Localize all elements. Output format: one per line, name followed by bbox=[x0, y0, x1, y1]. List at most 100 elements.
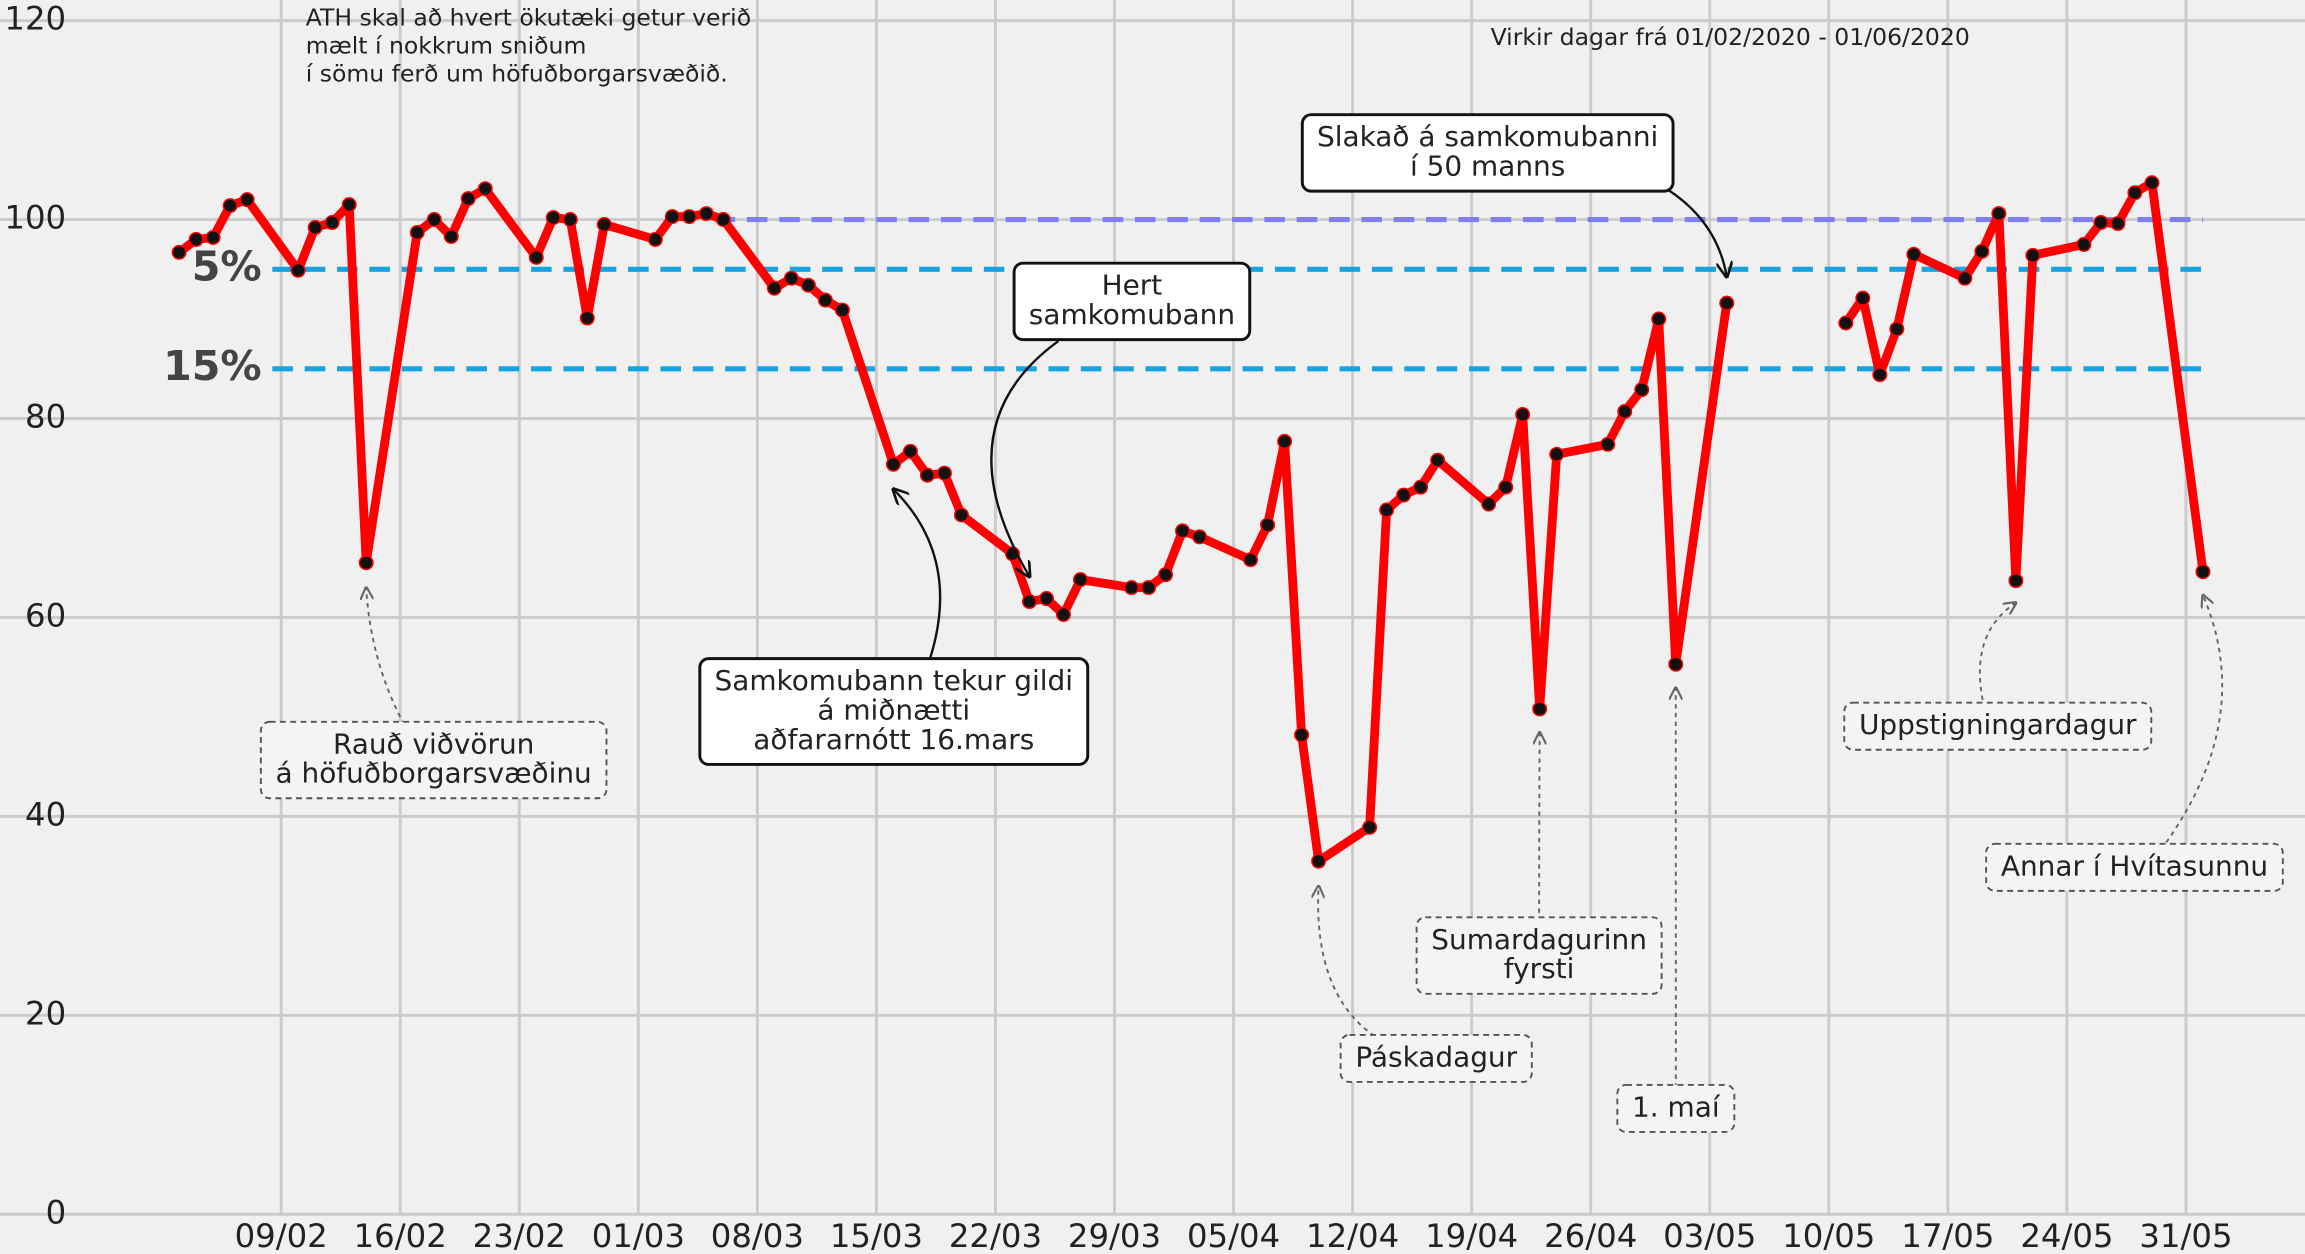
data-point bbox=[1294, 727, 1310, 743]
note: mælt í nokkrum sniðum bbox=[306, 32, 587, 60]
data-point bbox=[2195, 564, 2211, 580]
data-point bbox=[239, 192, 255, 208]
data-point bbox=[443, 228, 459, 244]
data-point bbox=[766, 280, 782, 296]
data-point bbox=[1600, 436, 1616, 452]
y-tick-label: 120 bbox=[4, 0, 66, 38]
reference-label: 5% bbox=[192, 242, 262, 290]
data-point bbox=[800, 277, 816, 293]
annotation-arrow bbox=[990, 340, 1060, 576]
y-tick-label: 80 bbox=[25, 398, 66, 436]
annotation-box bbox=[698, 657, 1090, 766]
data-point bbox=[902, 443, 918, 459]
data-point bbox=[1175, 523, 1191, 539]
x-tick-label: 29/03 bbox=[1068, 1217, 1161, 1254]
x-tick-label: 12/04 bbox=[1306, 1217, 1399, 1254]
data-point bbox=[1124, 580, 1140, 596]
annotation-text: á höfuðborgarsvæðinu bbox=[276, 757, 592, 790]
data-point bbox=[2025, 247, 2041, 263]
x-tick-label: 31/05 bbox=[2139, 1217, 2232, 1254]
x-tick-label: 17/05 bbox=[1901, 1217, 1994, 1254]
data-point bbox=[715, 212, 731, 228]
annotation-text: aðfararnótt 16.mars bbox=[753, 723, 1034, 756]
data-point bbox=[1906, 246, 1922, 262]
data-point bbox=[1498, 479, 1514, 495]
data-point bbox=[1719, 295, 1735, 311]
note: í sömu ferð um höfuðborgarsvæðið. bbox=[306, 60, 728, 88]
x-tick-label: 03/05 bbox=[1663, 1217, 1756, 1254]
data-point bbox=[1396, 487, 1412, 503]
data-point bbox=[1617, 404, 1633, 420]
data-point bbox=[222, 198, 238, 214]
data-point bbox=[1889, 321, 1905, 337]
data-point bbox=[2076, 236, 2092, 252]
note: ATH skal að hvert ökutæki getur verið bbox=[306, 4, 751, 32]
data-point bbox=[1549, 446, 1565, 462]
data-point bbox=[596, 217, 612, 233]
data-point bbox=[290, 262, 306, 278]
data-point bbox=[681, 209, 697, 225]
annotation-arrow bbox=[1664, 187, 1727, 276]
annotation-box bbox=[1843, 701, 2153, 751]
annotation-arrow bbox=[1978, 603, 2016, 709]
annotations: ATH skal að hvert ökutæki getur veriðmæl… bbox=[259, 4, 2284, 1133]
data-point bbox=[1072, 572, 1088, 588]
data-point bbox=[426, 212, 442, 228]
x-tick-label: 16/02 bbox=[354, 1217, 447, 1254]
data-point bbox=[2110, 216, 2126, 232]
annotation-text: Annar í Hvítasunnu bbox=[2001, 849, 2268, 882]
data-point bbox=[307, 220, 323, 236]
data-point bbox=[1651, 311, 1667, 327]
data-point bbox=[1634, 382, 1650, 398]
data-point bbox=[1243, 552, 1259, 568]
reference-label: 15% bbox=[163, 342, 262, 390]
x-tick-label: 23/02 bbox=[473, 1217, 566, 1254]
data-point bbox=[1277, 433, 1293, 449]
data-point bbox=[1515, 407, 1531, 423]
data-point bbox=[834, 302, 850, 318]
x-tick-label: 26/04 bbox=[1544, 1217, 1637, 1254]
data-point bbox=[1362, 819, 1378, 835]
data-point bbox=[664, 209, 680, 225]
annotation-arrow bbox=[366, 588, 406, 726]
annotation-text: Slakað á samkomubanni bbox=[1317, 120, 1658, 153]
x-tick-label: 15/03 bbox=[830, 1217, 923, 1254]
annotation-text: Samkomubann tekur gildi bbox=[715, 664, 1074, 697]
data-point bbox=[477, 181, 493, 197]
annotation-text: Rauð viðvörun bbox=[333, 727, 534, 760]
data-point bbox=[324, 215, 340, 231]
data-point bbox=[358, 555, 374, 571]
data-point bbox=[1532, 701, 1548, 717]
annotation-box bbox=[1616, 1083, 1736, 1133]
annotation-text: Uppstigningardagur bbox=[1859, 708, 2137, 741]
data-point bbox=[1974, 243, 1990, 259]
annotation-text: Hert bbox=[1102, 269, 1163, 302]
plot bbox=[171, 175, 2211, 869]
data-point bbox=[1430, 452, 1446, 468]
data-point bbox=[409, 224, 425, 240]
data-point bbox=[698, 206, 714, 222]
data-point bbox=[171, 244, 187, 260]
annotation-text: á miðnætti bbox=[817, 694, 970, 727]
data-point bbox=[1872, 367, 1888, 383]
data-point bbox=[528, 249, 544, 265]
data-point bbox=[545, 210, 561, 226]
annotation-text: 1. maí bbox=[1632, 1090, 1721, 1123]
data-point bbox=[919, 467, 935, 483]
data-point bbox=[1141, 580, 1157, 596]
data-point bbox=[562, 212, 578, 228]
data-point bbox=[1668, 656, 1684, 672]
annotation-text: í 50 manns bbox=[1410, 150, 1565, 183]
data-point bbox=[1021, 594, 1037, 610]
data-point bbox=[2144, 175, 2160, 191]
data-point bbox=[2008, 573, 2024, 589]
x-tick-label: 24/05 bbox=[2020, 1217, 2113, 1254]
annotation-box bbox=[1300, 113, 1675, 193]
data-point bbox=[1481, 496, 1497, 512]
x-tick-label: 05/04 bbox=[1187, 1217, 1280, 1254]
data-point bbox=[1838, 315, 1854, 331]
annotation-box bbox=[1415, 916, 1663, 995]
x-tick-label: 01/03 bbox=[592, 1217, 685, 1254]
